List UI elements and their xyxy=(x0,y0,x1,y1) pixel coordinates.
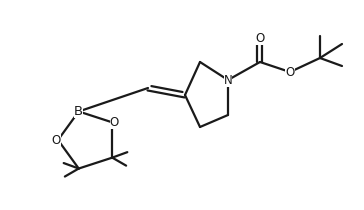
Text: B: B xyxy=(74,105,83,118)
Text: O: O xyxy=(256,32,265,45)
Text: N: N xyxy=(223,74,232,87)
Text: O: O xyxy=(51,134,61,147)
Text: O: O xyxy=(110,116,119,129)
Text: O: O xyxy=(285,66,294,79)
